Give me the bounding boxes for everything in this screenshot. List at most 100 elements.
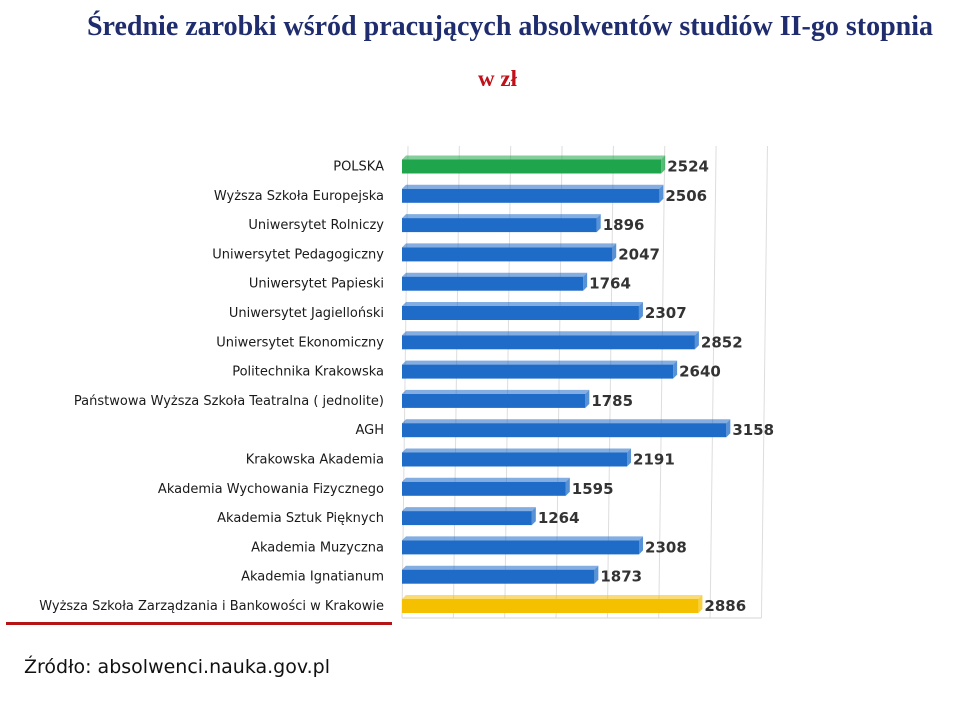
value-label: 1896 (603, 216, 645, 234)
value-label: 2307 (645, 304, 687, 322)
category-label: Akademia Sztuk Pięknych (217, 511, 384, 526)
bar-group: Politechnika Krakowska 2640 (232, 360, 721, 381)
category-label: AGH (355, 423, 384, 438)
category-label: Państwowa Wyższa Szkoła Teatralna ( jedn… (74, 394, 384, 409)
value-label: 2886 (704, 597, 746, 615)
source-note: Źródło: absolwenci.nauka.gov.pl (24, 656, 331, 678)
value-label: 2506 (665, 187, 707, 205)
category-label: Akademia Muzyczna (251, 540, 384, 555)
bar-top (402, 302, 643, 306)
bar-group: Wyższa Szkoła Europejska 2506 (214, 184, 707, 205)
bar-group: Akademia Muzyczna 2308 (251, 536, 687, 556)
bar-group: Krakowska Akademia 2191 (246, 448, 675, 469)
bar-side (659, 184, 664, 203)
gridline (760, 145, 768, 619)
bar-side (726, 419, 731, 438)
bar-group: Uniwersytet Papieski 1764 (249, 272, 631, 293)
bar-group: Akademia Wychowania Fizycznego 1595 (158, 477, 614, 498)
bar-top (402, 595, 703, 599)
value-label: 2308 (645, 538, 687, 556)
category-label: Uniwersytet Ekonomiczny (216, 335, 384, 350)
value-label: 1873 (600, 568, 642, 586)
bar-side (638, 302, 643, 320)
bar-top (402, 184, 664, 189)
bar (402, 423, 727, 438)
bar (402, 335, 695, 350)
value-label: 1764 (589, 275, 631, 293)
bar-top (402, 536, 644, 541)
gridline (709, 145, 717, 619)
bar-side (596, 214, 601, 233)
bar (402, 247, 613, 262)
bar-side (531, 507, 536, 526)
bar-side (627, 448, 632, 467)
bar (402, 218, 597, 233)
bar (402, 364, 674, 379)
bar-group: Uniwersytet Jagielloński 2307 (229, 302, 687, 322)
bar-side (594, 565, 599, 584)
category-label: Uniwersytet Pedagogiczny (212, 247, 384, 262)
bar-top (402, 477, 570, 482)
bar-side (673, 360, 678, 379)
category-label: POLSKA (333, 160, 384, 175)
bar-side (694, 331, 699, 350)
bar (402, 540, 640, 555)
category-label: Politechnika Krakowska (232, 365, 384, 380)
bar (402, 481, 566, 496)
value-label: 2640 (679, 363, 721, 381)
category-label: Krakowska Akademia (246, 453, 384, 468)
category-label: Uniwersytet Rolniczy (248, 218, 384, 233)
bar (402, 393, 586, 408)
category-label: Uniwersytet Jagielloński (229, 306, 384, 321)
value-label: 2524 (667, 158, 709, 176)
bar-side (639, 536, 644, 555)
value-label: 3158 (732, 421, 774, 439)
bar-group: AGH 3158 (355, 419, 774, 439)
title-block: Średnie zarobki wśród pracujących absolw… (0, 12, 954, 42)
bar (402, 599, 699, 613)
bar-group: Państwowa Wyższa Szkoła Teatralna ( jedn… (74, 389, 633, 410)
value-label: 1264 (538, 509, 580, 527)
bar-top (402, 155, 666, 160)
value-label: 2852 (701, 333, 743, 351)
category-label: Wyższa Szkoła Europejska (214, 189, 384, 204)
value-label: 2191 (633, 451, 675, 469)
gridline (658, 145, 666, 619)
bar (402, 511, 532, 526)
bar-side (583, 272, 588, 291)
bar-top (402, 331, 699, 336)
value-label: 1785 (591, 392, 633, 410)
bar-top (402, 360, 678, 365)
bar-top (402, 448, 632, 453)
bar-group: Uniwersytet Rolniczy 1896 (248, 214, 644, 234)
bar-side (698, 595, 703, 613)
bar-top (402, 419, 731, 424)
bar-top (402, 272, 588, 277)
bar-top (402, 565, 599, 570)
bar-group: Akademia Sztuk Pięknych 1264 (217, 507, 580, 527)
bar (402, 188, 660, 203)
highlight-underline (6, 622, 392, 625)
category-label: Akademia Wychowania Fizycznego (158, 482, 384, 497)
bar-top (402, 389, 590, 394)
category-label: Uniwersytet Papieski (249, 277, 384, 292)
bar-side (565, 477, 570, 496)
value-label: 2047 (618, 245, 660, 263)
chart-subtitle: w zł (478, 66, 517, 91)
bar-top (402, 214, 601, 219)
category-label: Wyższa Szkoła Zarządzania i Bankowości w… (39, 599, 384, 614)
bar-top (402, 507, 536, 512)
bar-group: Akademia Ignatianum 1873 (241, 565, 642, 586)
bar-side (585, 389, 590, 408)
bar (402, 306, 639, 320)
bar (402, 276, 584, 291)
bar (402, 569, 595, 584)
bar-group: Uniwersytet Pedagogiczny 2047 (212, 243, 660, 263)
bar (402, 452, 628, 467)
bar-top (402, 243, 617, 248)
bar-group: Uniwersytet Ekonomiczny 2852 (216, 331, 743, 351)
bar-group: POLSKA 2524 (333, 155, 709, 176)
category-label: Akademia Ignatianum (241, 570, 384, 585)
bar-side (661, 155, 666, 174)
